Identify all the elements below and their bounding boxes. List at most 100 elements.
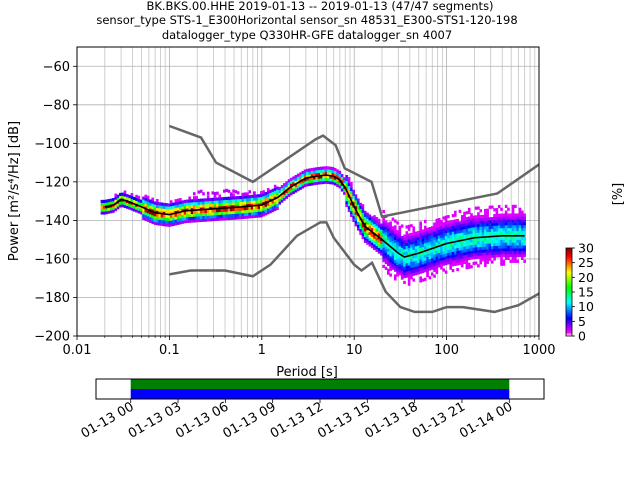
psd-bin xyxy=(472,218,476,222)
psd-bin xyxy=(167,203,171,207)
psd-bin xyxy=(232,210,235,214)
psd-bin xyxy=(373,229,376,233)
psd-bin xyxy=(400,262,404,266)
psd-bin xyxy=(158,205,161,209)
psd-bin xyxy=(292,185,295,189)
psd-bin xyxy=(368,240,372,244)
psd-bin xyxy=(419,244,422,248)
psd-bin xyxy=(197,204,201,208)
psd-bin xyxy=(502,248,506,252)
psd-bin xyxy=(405,231,409,235)
psd-bin xyxy=(398,228,402,232)
psd-bin xyxy=(192,196,196,200)
psd-bin xyxy=(488,228,492,232)
psd-bin xyxy=(486,208,489,212)
psd-bin xyxy=(419,235,422,240)
psd-bin xyxy=(322,169,325,173)
psd-bin xyxy=(218,197,222,201)
psd-bin xyxy=(199,198,203,202)
psd-bin xyxy=(410,247,413,251)
psd-bin xyxy=(421,252,425,256)
psd-bin xyxy=(370,233,374,237)
psd-bin xyxy=(405,251,409,255)
psd-bin xyxy=(165,206,168,210)
psd-bin xyxy=(151,200,155,204)
psd-bin xyxy=(514,219,517,223)
psd-bin xyxy=(382,259,386,263)
psd-bin xyxy=(447,238,450,242)
psd-bin xyxy=(502,242,506,246)
psd-bin xyxy=(239,207,242,211)
psd-bin xyxy=(502,222,506,226)
psd-bin xyxy=(102,208,106,212)
psd-bin xyxy=(391,232,395,236)
psd-bin xyxy=(514,213,517,217)
psd-bin xyxy=(181,211,185,216)
psd-bin xyxy=(458,232,462,237)
low-noise-model-line xyxy=(169,221,539,314)
psd-bin xyxy=(440,225,443,230)
psd-bin xyxy=(357,210,360,214)
psd-bin xyxy=(472,253,476,257)
psd-bin xyxy=(430,260,434,265)
psd-bin xyxy=(426,233,429,237)
psd-bin xyxy=(216,209,219,213)
psd-bin xyxy=(433,254,436,258)
psd-bin xyxy=(352,198,355,202)
psd-bin xyxy=(174,202,178,206)
psd-bin xyxy=(465,243,469,247)
psd-bin xyxy=(276,189,279,193)
psd-bin xyxy=(419,276,422,280)
psd-bin xyxy=(243,192,247,196)
psd-bin xyxy=(502,216,506,220)
psd-bin xyxy=(405,239,409,244)
psd-bin xyxy=(421,264,425,268)
psd-bin xyxy=(232,202,235,206)
psd-bin xyxy=(484,229,487,233)
psd-bin xyxy=(174,216,178,220)
psd-bin xyxy=(451,254,455,258)
psd-bin xyxy=(460,220,464,225)
psd-bin xyxy=(366,221,369,225)
psd-bin xyxy=(377,224,381,228)
psd-bin xyxy=(132,208,136,212)
psd-bin xyxy=(495,225,499,229)
psd-bin xyxy=(340,185,344,189)
psd-bin xyxy=(490,219,494,224)
timeline-tick-label: 01-13 15 xyxy=(315,399,373,441)
psd-bin xyxy=(232,216,235,220)
psd-bin xyxy=(382,230,386,234)
psd-bin xyxy=(389,261,392,266)
psd-bin xyxy=(225,208,228,212)
psd-bin xyxy=(391,226,395,230)
psd-bin xyxy=(370,224,374,229)
psd-bin xyxy=(428,227,432,231)
psd-bin xyxy=(262,198,265,203)
psd-bin xyxy=(160,211,164,215)
psd-bin xyxy=(135,209,138,213)
psd-bin xyxy=(407,233,411,237)
psd-bin xyxy=(333,179,337,183)
psd-bin xyxy=(463,226,466,230)
psd-bin xyxy=(465,234,469,238)
psd-bin xyxy=(421,240,425,245)
psd-bin xyxy=(317,166,321,171)
psd-bin xyxy=(192,207,196,211)
psd-bin xyxy=(303,169,307,173)
psd-bin xyxy=(490,251,494,255)
psd-bin xyxy=(458,247,462,251)
psd-bin xyxy=(472,261,476,265)
psd-bin xyxy=(229,208,233,212)
psd-bin xyxy=(179,212,182,216)
psd-bin xyxy=(393,251,397,255)
psd-bin xyxy=(449,266,453,270)
psd-bin xyxy=(276,203,279,208)
psd-bin xyxy=(412,263,416,268)
psd-bin xyxy=(114,208,118,212)
psd-bin xyxy=(523,242,526,246)
psd-bin xyxy=(437,241,441,245)
psd-bin xyxy=(130,193,134,197)
psd-bin xyxy=(153,204,157,208)
psd-bin xyxy=(285,192,288,196)
